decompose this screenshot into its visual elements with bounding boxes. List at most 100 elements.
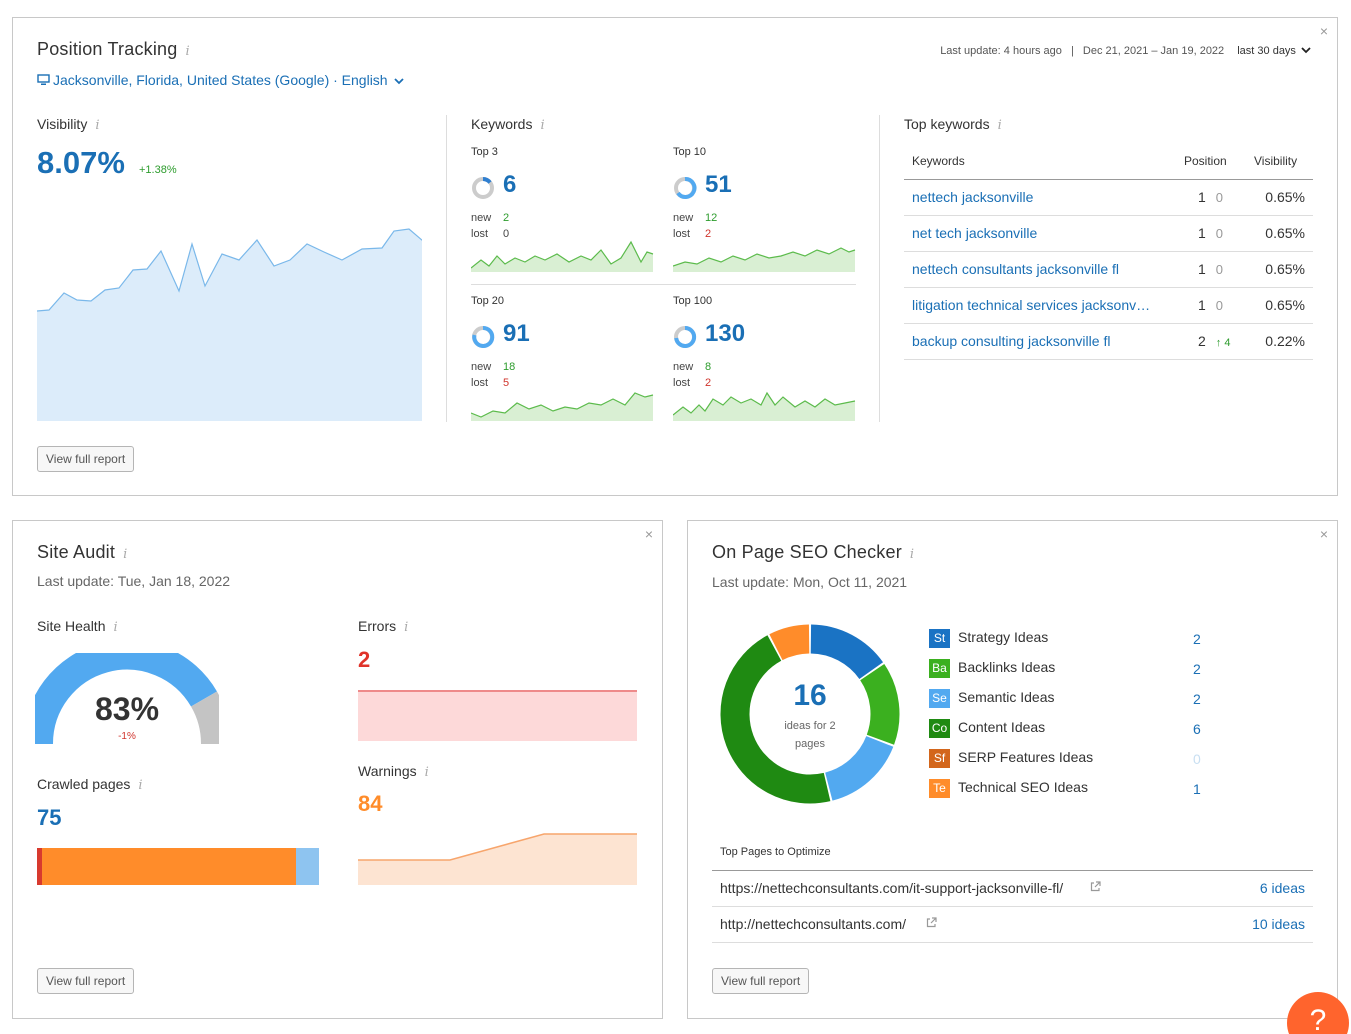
legend-count[interactable]: 6 <box>1193 721 1201 737</box>
info-icon[interactable]: i <box>185 44 190 59</box>
crawled-label: Crawled pages i <box>37 776 143 793</box>
info-icon[interactable]: i <box>540 118 545 133</box>
legend-item-serp-features[interactable]: Sf SERP Features Ideas 0 <box>929 749 1214 769</box>
visibility-chart <box>37 228 422 421</box>
divider <box>471 284 856 285</box>
keyword-block-top100[interactable]: Top 100 130 new 8 lost 2 <box>673 295 856 435</box>
site-audit-widget: × Site Audit i Last update: Tue, Jan 18, … <box>12 520 663 1019</box>
visibility-change: +1.38% <box>139 164 177 176</box>
page-url[interactable]: http://nettechconsultants.com/ <box>720 916 906 932</box>
page-ideas-link[interactable]: 10 ideas <box>1252 916 1305 932</box>
donut-slice-st[interactable] <box>810 624 884 680</box>
top-keywords-label: Top keywords i <box>904 116 1002 133</box>
position-diff: 0 <box>1215 226 1224 241</box>
info-icon[interactable]: i <box>123 547 128 562</box>
legend-label: Backlinks Ideas <box>958 659 1056 676</box>
keyword-link[interactable]: nettech consultants jacksonville fl <box>912 261 1119 277</box>
legend-item-content[interactable]: Co Content Ideas 6 <box>929 719 1214 739</box>
legend-item-backlinks[interactable]: Ba Backlinks Ideas 2 <box>929 659 1214 679</box>
chevron-down-icon <box>1301 47 1311 54</box>
donut-slice-te[interactable] <box>769 624 810 661</box>
donut-slice-se[interactable] <box>824 735 894 801</box>
keyword-link[interactable]: litigation technical services jacksonv… <box>912 297 1151 313</box>
info-icon[interactable]: i <box>997 118 1002 133</box>
block-value: 51 <box>705 171 732 198</box>
col-position: Position <box>1176 143 1246 180</box>
donut-slice-ba[interactable] <box>859 664 900 745</box>
keyword-link[interactable]: net tech jacksonville <box>912 225 1038 241</box>
warnings-label: Warnings i <box>358 763 429 780</box>
position: 1 <box>1198 297 1206 313</box>
close-icon[interactable]: × <box>644 526 653 542</box>
info-icon[interactable]: i <box>95 118 100 133</box>
sparkline <box>471 240 654 272</box>
period-selector[interactable]: last 30 days <box>1237 45 1311 57</box>
location-text: Jacksonville, Florida, United States (Go… <box>53 72 388 88</box>
block-value: 6 <box>503 171 517 198</box>
location-selector[interactable]: Jacksonville, Florida, United States (Go… <box>37 72 405 88</box>
legend-item-semantic[interactable]: Se Semantic Ideas 2 <box>929 689 1214 709</box>
keyword-link[interactable]: backup consulting jacksonville fl <box>912 333 1111 349</box>
legend-count[interactable]: 2 <box>1193 691 1201 707</box>
ring-icon <box>674 325 697 348</box>
visibility-value: 8.07% <box>37 145 125 180</box>
separator: | <box>1070 45 1074 57</box>
crawled-bar <box>37 848 319 885</box>
info-icon[interactable]: i <box>424 765 429 780</box>
sparkline <box>673 391 856 421</box>
visibility-cell: 0.65% <box>1246 251 1313 288</box>
ideas-total: 16 <box>793 679 827 712</box>
legend-label: Semantic Ideas <box>958 689 1055 706</box>
external-link-icon[interactable] <box>926 917 937 928</box>
new-lost: new 8 lost 2 <box>673 361 712 389</box>
legend-count[interactable]: 2 <box>1193 631 1201 647</box>
block-title: Top 10 <box>673 146 707 158</box>
view-full-report-button[interactable]: View full report <box>37 968 135 994</box>
page-url[interactable]: https://nettechconsultants.com/it-suppor… <box>720 880 1064 896</box>
info-icon[interactable]: i <box>404 620 409 635</box>
errors-chart <box>358 690 637 741</box>
keyword-link[interactable]: nettech jacksonville <box>912 189 1034 205</box>
info-icon[interactable]: i <box>113 620 118 635</box>
top-keywords-table: Keywords Position Visibility nettech jac… <box>904 143 1313 360</box>
last-update: Last update: Mon, Oct 11, 2021 <box>712 574 908 590</box>
content-badge: Co <box>929 719 950 738</box>
keyword-block-top20[interactable]: Top 20 91 new 18 lost 5 <box>471 295 654 435</box>
legend-item-technical-seo[interactable]: Te Technical SEO Ideas 1 <box>929 779 1214 799</box>
info-icon[interactable]: i <box>138 778 143 793</box>
ring-icon <box>674 177 697 199</box>
crawled-bar-errors <box>37 848 42 885</box>
keyword-block-top10[interactable]: Top 10 51 new 12 lost 2 <box>673 146 856 286</box>
legend-count[interactable]: 1 <box>1193 781 1201 797</box>
block-value: 130 <box>705 320 746 347</box>
legend-label: SERP Features Ideas <box>958 749 1094 766</box>
external-link-icon[interactable] <box>1090 881 1101 892</box>
ideas-caption: ideas for 2 pages <box>784 720 836 750</box>
info-icon[interactable]: i <box>909 547 915 562</box>
view-full-report-button[interactable]: View full report <box>712 968 810 994</box>
close-icon[interactable]: × <box>1319 526 1328 542</box>
keyword-block-top3[interactable]: Top 3 6 new 2 lost 0 <box>471 146 654 286</box>
page-ideas-link[interactable]: 6 ideas <box>1259 880 1305 896</box>
legend-count[interactable]: 2 <box>1193 661 1201 677</box>
legend-item-strategy[interactable]: St Strategy Ideas 2 <box>929 629 1214 649</box>
visibility-cell: 0.65% <box>1246 287 1313 324</box>
new-lost: new 2 lost 0 <box>471 212 510 240</box>
help-button[interactable]: ? <box>1287 992 1349 1034</box>
close-icon[interactable]: × <box>1319 23 1328 39</box>
table-row: litigation technical services jacksonv… … <box>904 287 1313 324</box>
view-full-report-button[interactable]: View full report <box>37 446 135 472</box>
backlinks-badge: Ba <box>929 659 950 678</box>
errors-value: 2 <box>358 647 371 672</box>
site-health-gauge <box>35 653 219 745</box>
col-keywords: Keywords <box>904 143 1176 180</box>
semantic-badge: Se <box>929 689 950 708</box>
period-label: last 30 days <box>1237 45 1296 57</box>
donut-slice-co[interactable] <box>720 635 831 804</box>
crawled-bar-warnings <box>42 848 296 885</box>
block-title: Top 20 <box>471 295 505 307</box>
position: 1 <box>1198 225 1206 241</box>
position-diff: 0 <box>1215 298 1224 313</box>
last-update: Last update: 4 hours ago <box>940 45 1062 57</box>
